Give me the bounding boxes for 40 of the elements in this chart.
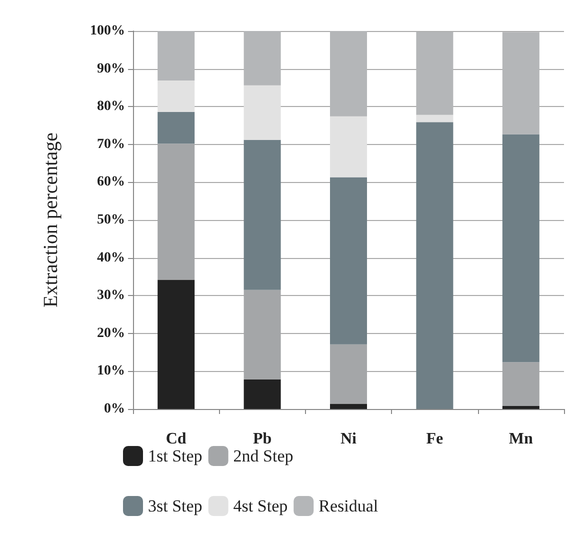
bar <box>416 32 454 115</box>
bar <box>158 112 195 144</box>
bar <box>330 404 367 409</box>
bar <box>158 280 195 409</box>
y-tick-label: 0% <box>104 402 125 416</box>
bar <box>244 31 281 86</box>
bar <box>330 31 367 116</box>
bar <box>244 380 281 409</box>
x-tick-label: Pb <box>252 430 272 448</box>
bar <box>416 122 454 409</box>
bar <box>158 80 195 112</box>
y-tick-label: 40% <box>97 250 125 266</box>
y-axis-title: Extraction percentage <box>40 132 62 308</box>
legend-label: 3st Step <box>148 496 202 516</box>
legend-label: 4st Step <box>233 496 288 516</box>
y-tick-label: 50% <box>97 212 125 228</box>
bar <box>502 32 540 134</box>
legend-label: 2nd Step <box>233 446 294 466</box>
bar <box>502 406 540 409</box>
y-tick-label: 10% <box>97 364 125 379</box>
y-tick-label: 20% <box>97 326 125 341</box>
y-tick-label: 60% <box>97 174 125 190</box>
y-tick-label: 80% <box>97 99 125 114</box>
legend-label: 1st Step <box>148 446 202 466</box>
y-tick-label: 90% <box>97 61 125 76</box>
y-tick-label: 70% <box>97 136 125 152</box>
legend-label: Residual <box>318 496 378 516</box>
bar <box>244 140 281 290</box>
bar <box>330 116 367 178</box>
bar <box>244 85 281 140</box>
y-tick-label: 100% <box>90 24 125 38</box>
bar <box>416 114 454 122</box>
x-tick-label: Ni <box>340 430 358 448</box>
y-tick-label: 30% <box>97 288 125 304</box>
x-tick-label: Fe <box>426 430 444 448</box>
bar <box>158 31 195 81</box>
x-tick-label: Cd <box>166 430 186 448</box>
x-tick-label: Mn <box>508 430 533 448</box>
bar <box>330 177 367 344</box>
bar <box>502 134 540 362</box>
